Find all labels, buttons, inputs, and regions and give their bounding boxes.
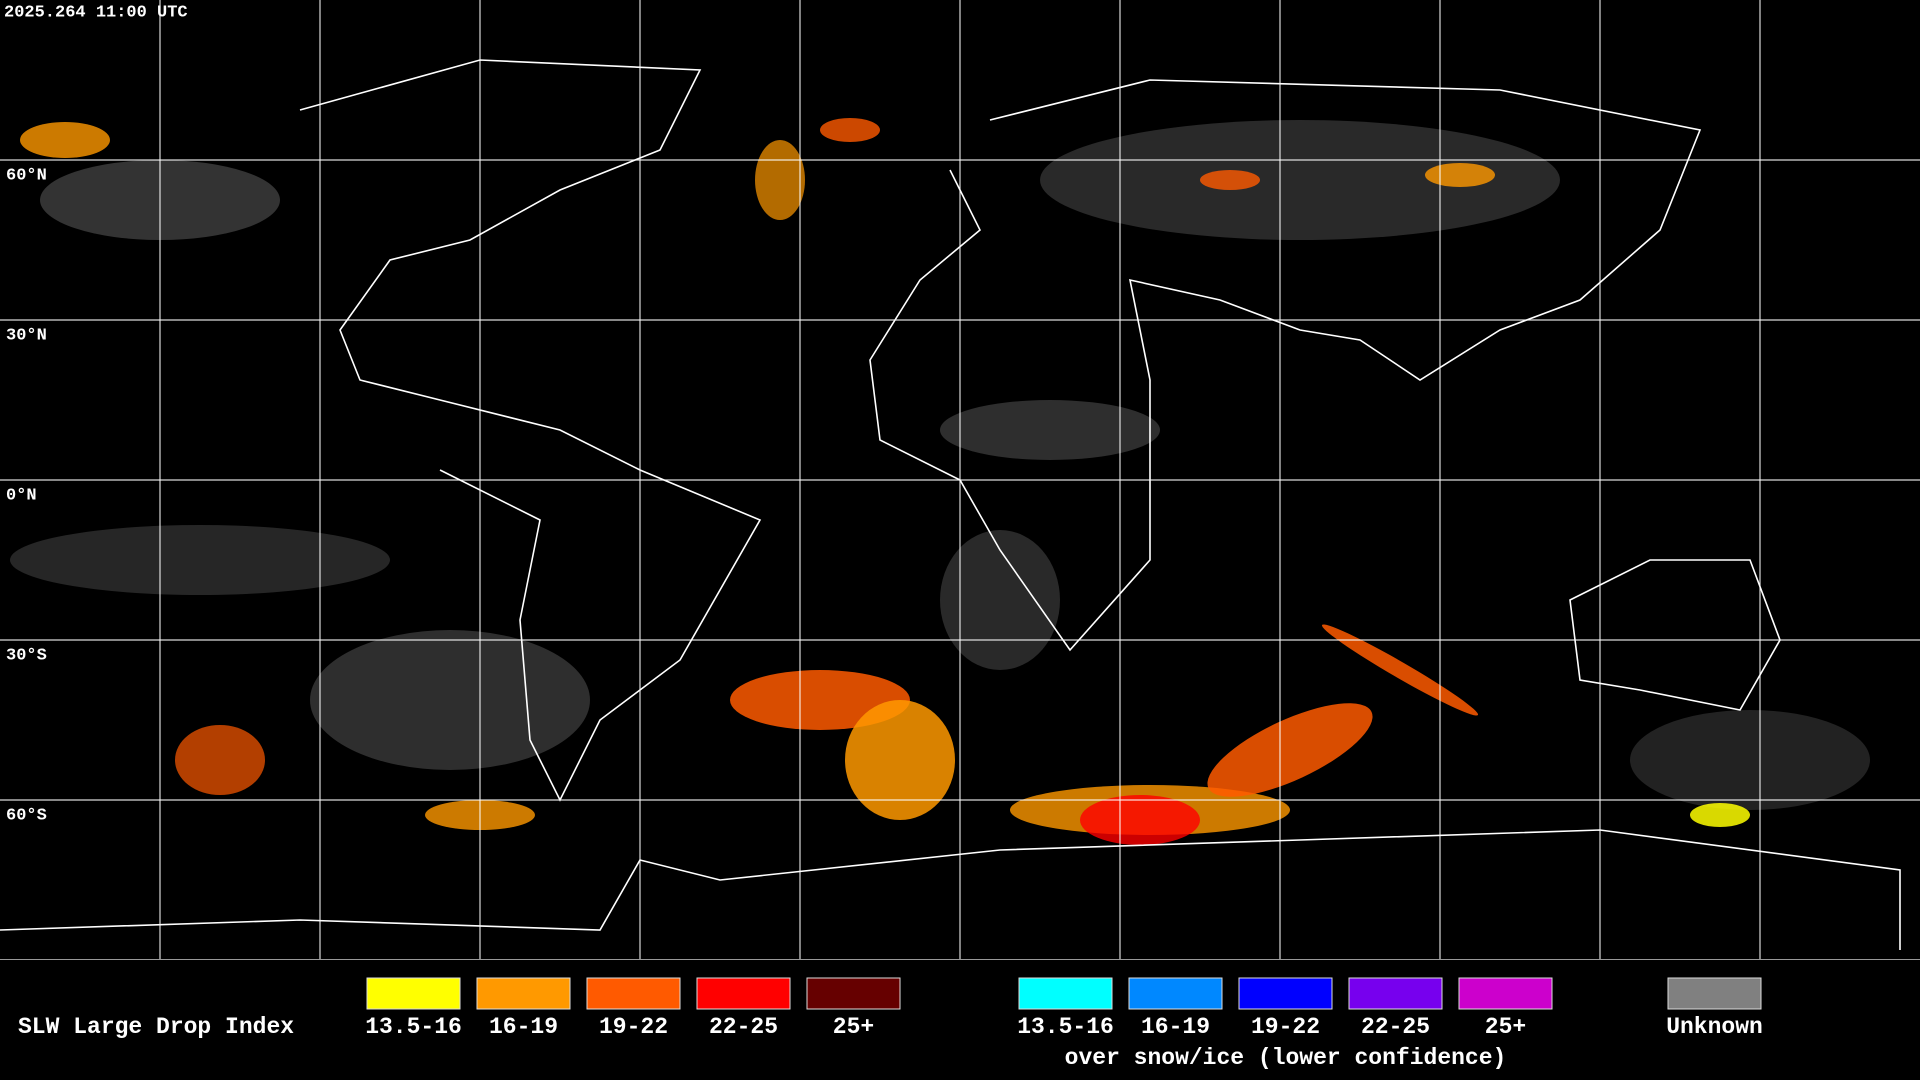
legend-swatch bbox=[1018, 977, 1113, 1010]
legend-label: 16-19 bbox=[1141, 1014, 1210, 1040]
legend-swatch bbox=[696, 977, 791, 1010]
legend-label: Unknown bbox=[1666, 1014, 1763, 1040]
legend-swatch bbox=[1667, 977, 1762, 1010]
cloud-texture bbox=[10, 120, 1870, 810]
legend-label: 22-25 bbox=[709, 1014, 778, 1040]
latitude-label: 30°N bbox=[6, 326, 47, 345]
legend-label: 13.5-16 bbox=[365, 1014, 462, 1040]
drop-index-areas bbox=[20, 118, 1750, 845]
latitude-label: 60°N bbox=[6, 166, 47, 185]
legend-swatch bbox=[1348, 977, 1443, 1010]
legend-swatch bbox=[476, 977, 571, 1010]
legend-note: over snow/ice (lower confidence) bbox=[1065, 1045, 1507, 1071]
latitude-label: 60°S bbox=[6, 806, 47, 825]
legend-swatch bbox=[1458, 977, 1553, 1010]
legend-label: 16-19 bbox=[489, 1014, 558, 1040]
legend-label: 22-25 bbox=[1361, 1014, 1430, 1040]
coastlines bbox=[0, 59, 1901, 950]
graticule bbox=[0, 0, 1920, 959]
legend-label: 25+ bbox=[1485, 1014, 1526, 1040]
legend-swatch bbox=[586, 977, 681, 1010]
legend-swatch bbox=[1238, 977, 1333, 1010]
legend-label: 13.5-16 bbox=[1017, 1014, 1114, 1040]
legend-title: SLW Large Drop Index bbox=[18, 1014, 294, 1040]
timestamp: 2025.264 11:00 UTC bbox=[4, 3, 188, 22]
legend-label: 19-22 bbox=[1251, 1014, 1320, 1040]
legend-label: 19-22 bbox=[599, 1014, 668, 1040]
map-border bbox=[0, 959, 1920, 960]
latitude-labels: 60°N 30°N 0°N 30°S 60°S bbox=[6, 166, 47, 825]
legend-swatch bbox=[1128, 977, 1223, 1010]
latitude-label: 30°S bbox=[6, 646, 47, 665]
latitude-label: 0°N bbox=[6, 486, 37, 505]
legend-swatch bbox=[806, 977, 901, 1010]
legend-label: 25+ bbox=[833, 1014, 874, 1040]
legend: SLW Large Drop Index 13.5-16 16-19 19-22 22… bbox=[18, 977, 1763, 1071]
legend-swatch bbox=[366, 977, 461, 1010]
